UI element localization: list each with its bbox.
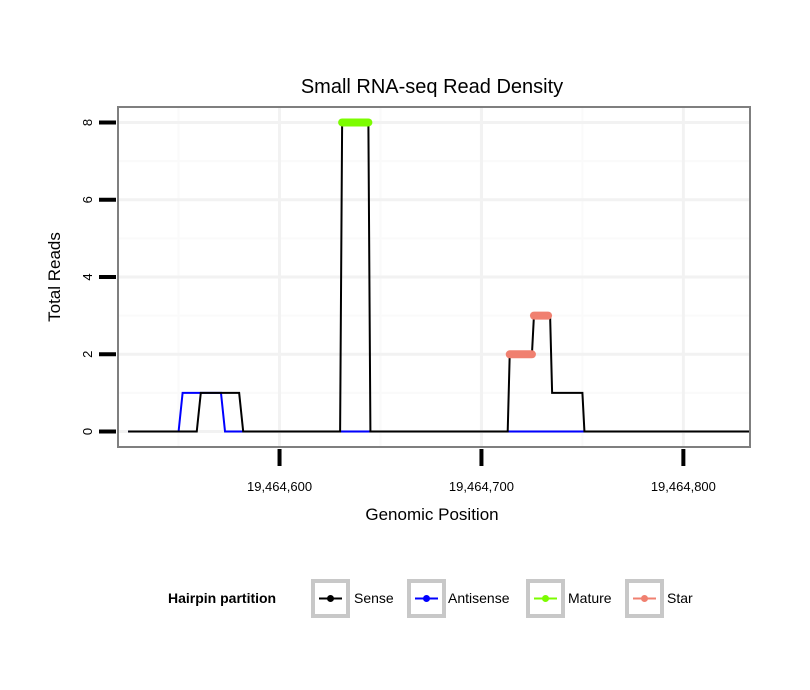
y-tick-label: 8 [80, 119, 95, 126]
panel-border [117, 106, 751, 448]
legend-key-point [423, 595, 430, 602]
y-tick-label: 6 [80, 196, 95, 203]
legend-label: Mature [568, 590, 612, 606]
legend: Hairpin partition Sense Antisense Mature St… [168, 579, 693, 618]
x-tick-label: 19,464,800 [651, 479, 716, 494]
y-tick-label: 0 [80, 428, 95, 435]
legend-label: Sense [354, 590, 394, 606]
y-tick-label: 2 [80, 351, 95, 358]
legend-key-point [327, 595, 334, 602]
series-layer [128, 118, 750, 433]
x-axis: 19,464,600 19,464,700 19,464,800 [247, 449, 716, 494]
y-axis-title: Total Reads [45, 232, 64, 322]
y-axis: 0 2 4 6 8 [80, 119, 116, 435]
legend-label: Star [667, 590, 693, 606]
x-tick-label: 19,464,700 [449, 479, 514, 494]
series-line-sense [128, 121, 750, 433]
legend-label: Antisense [448, 590, 510, 606]
y-tick-label: 4 [80, 273, 95, 280]
legend-key-point [641, 595, 648, 602]
legend-item-antisense: Antisense [407, 579, 510, 618]
legend-item-sense: Sense [311, 579, 394, 618]
legend-key-point [542, 595, 549, 602]
chart-title: Small RNA-seq Read Density [301, 76, 563, 98]
legend-key [625, 579, 664, 618]
x-axis-title: Genomic Position [365, 505, 498, 524]
x-tick-label: 19,464,600 [247, 479, 312, 494]
legend-item-mature: Mature [526, 579, 612, 618]
legend-title: Hairpin partition [168, 590, 276, 606]
legend-item-star: Star [625, 579, 693, 618]
